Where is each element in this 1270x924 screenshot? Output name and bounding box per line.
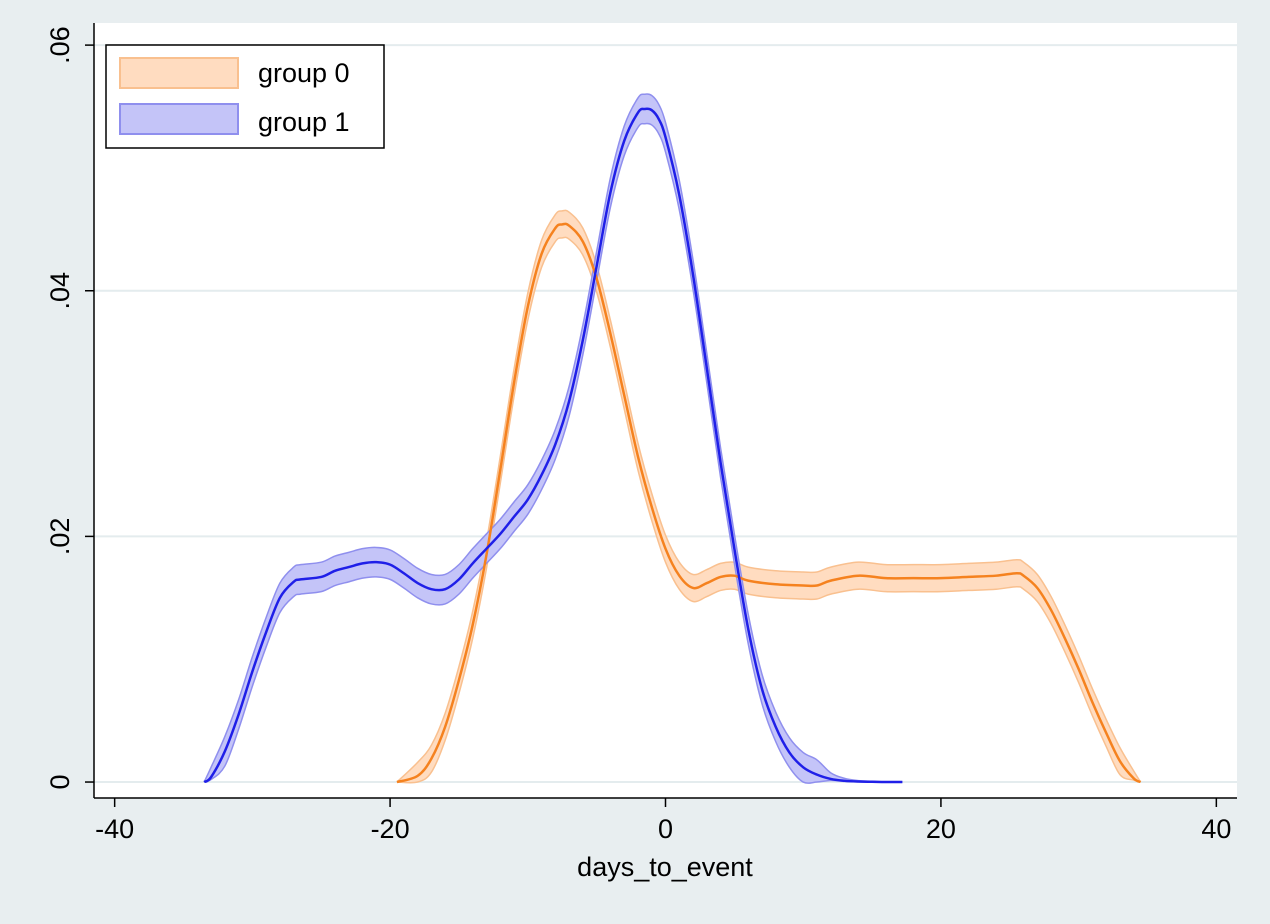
density-line-group-1 xyxy=(203,107,903,784)
confidence-bands xyxy=(203,93,1142,784)
legend-swatch-group-1 xyxy=(119,103,239,135)
legend: group 0 group 1 xyxy=(105,44,385,149)
legend-swatch-group-0 xyxy=(119,57,239,89)
band-upper-edge-group-1 xyxy=(203,93,903,783)
legend-label-group-0: group 0 xyxy=(258,58,350,88)
x-tick-label: -40 xyxy=(95,814,134,844)
x-tick-label: -20 xyxy=(371,814,410,844)
density-line-group-0 xyxy=(396,222,1142,784)
x-tick-label: 20 xyxy=(926,814,956,844)
band-lower-edge-group-1 xyxy=(203,122,903,784)
band-upper-edge-group-0 xyxy=(396,209,1142,783)
x-axis-ticks: -40 -20 0 20 40 xyxy=(95,798,1231,844)
legend-label-group-1: group 1 xyxy=(258,107,350,137)
confidence-band-group-1 xyxy=(204,94,903,784)
y-tick-label: .04 xyxy=(45,272,75,310)
density-lines xyxy=(203,107,1142,784)
y-tick-label: .06 xyxy=(45,26,75,64)
band-lower-edge-group-0 xyxy=(396,236,1141,784)
y-tick-label: 0 xyxy=(45,775,75,790)
x-axis-title: days_to_event xyxy=(577,852,753,882)
x-tick-label: 40 xyxy=(1201,814,1231,844)
y-tick-label: .02 xyxy=(45,518,75,556)
y-axis-ticks: 0 .02 .04 .06 xyxy=(45,26,94,790)
x-tick-label: 0 xyxy=(658,814,673,844)
